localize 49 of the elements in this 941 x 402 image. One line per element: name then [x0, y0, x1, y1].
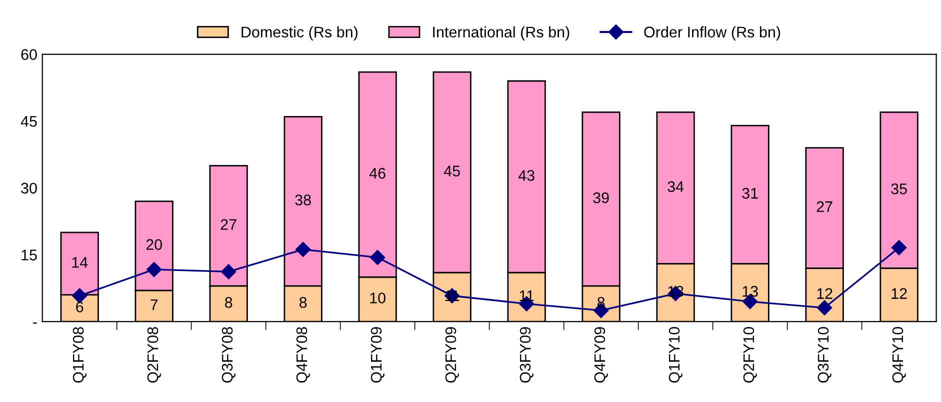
x-tick-label: Q3FY10	[818, 327, 832, 383]
data-label: 38	[295, 194, 311, 206]
data-label: 8	[225, 297, 232, 308]
x-tick-label: Q2FY08	[147, 327, 161, 383]
x-tick-label: Q2FY09	[445, 327, 459, 383]
x-tick-label: Q3FY08	[222, 327, 236, 383]
data-label: 34	[668, 181, 684, 192]
x-tick-label: Q3FY09	[520, 327, 534, 383]
point	[296, 242, 311, 257]
data-label: 12	[817, 288, 832, 299]
data-label: 11	[520, 290, 534, 302]
x-tick-label: Q1FY10	[668, 327, 682, 383]
data-label: 45	[444, 166, 460, 176]
legend-label: International (Rs bn)	[433, 26, 570, 41]
data-label: 14	[72, 257, 88, 268]
data-label: 46	[369, 168, 386, 179]
data-label: 12	[892, 288, 907, 299]
data-label: 35	[891, 183, 907, 194]
legend-label: Order Inflow (Rs bn)	[644, 26, 780, 41]
data-label: 43	[518, 170, 534, 181]
data-label: 11	[445, 290, 460, 302]
point	[72, 288, 88, 304]
y-tick-label: 30	[21, 182, 37, 194]
y-tick-label: 60	[21, 49, 37, 60]
data-label: 10	[370, 292, 386, 304]
legend-label: Domestic (Rs bn)	[242, 26, 358, 41]
point	[370, 250, 386, 266]
data-label: 20	[146, 239, 162, 250]
data-label: 13	[742, 286, 758, 297]
data-label: 7	[150, 299, 158, 310]
point	[146, 262, 162, 278]
x-tick-label: Q4FY10	[892, 327, 906, 383]
data-label: 27	[220, 219, 236, 230]
x-tick-label: Q1FY08	[72, 327, 86, 383]
y-tick-label: 15	[22, 250, 37, 260]
point	[221, 264, 236, 280]
x-tick-label: Q2FY10	[743, 327, 757, 383]
data-label: 31	[742, 188, 758, 199]
x-tick-label: Q1FY09	[370, 327, 384, 383]
data-label: 39	[593, 192, 609, 204]
y-tick-label: 45	[20, 116, 37, 127]
point	[891, 240, 907, 256]
x-tick-label: Q4FY08	[296, 327, 310, 383]
y-tick-label: -	[33, 322, 37, 324]
data-label: 6	[76, 302, 84, 312]
data-label: 27	[816, 201, 832, 212]
point	[816, 300, 832, 316]
x-tick-label: Q4FY09	[594, 327, 608, 383]
data-label: 8	[299, 297, 307, 308]
